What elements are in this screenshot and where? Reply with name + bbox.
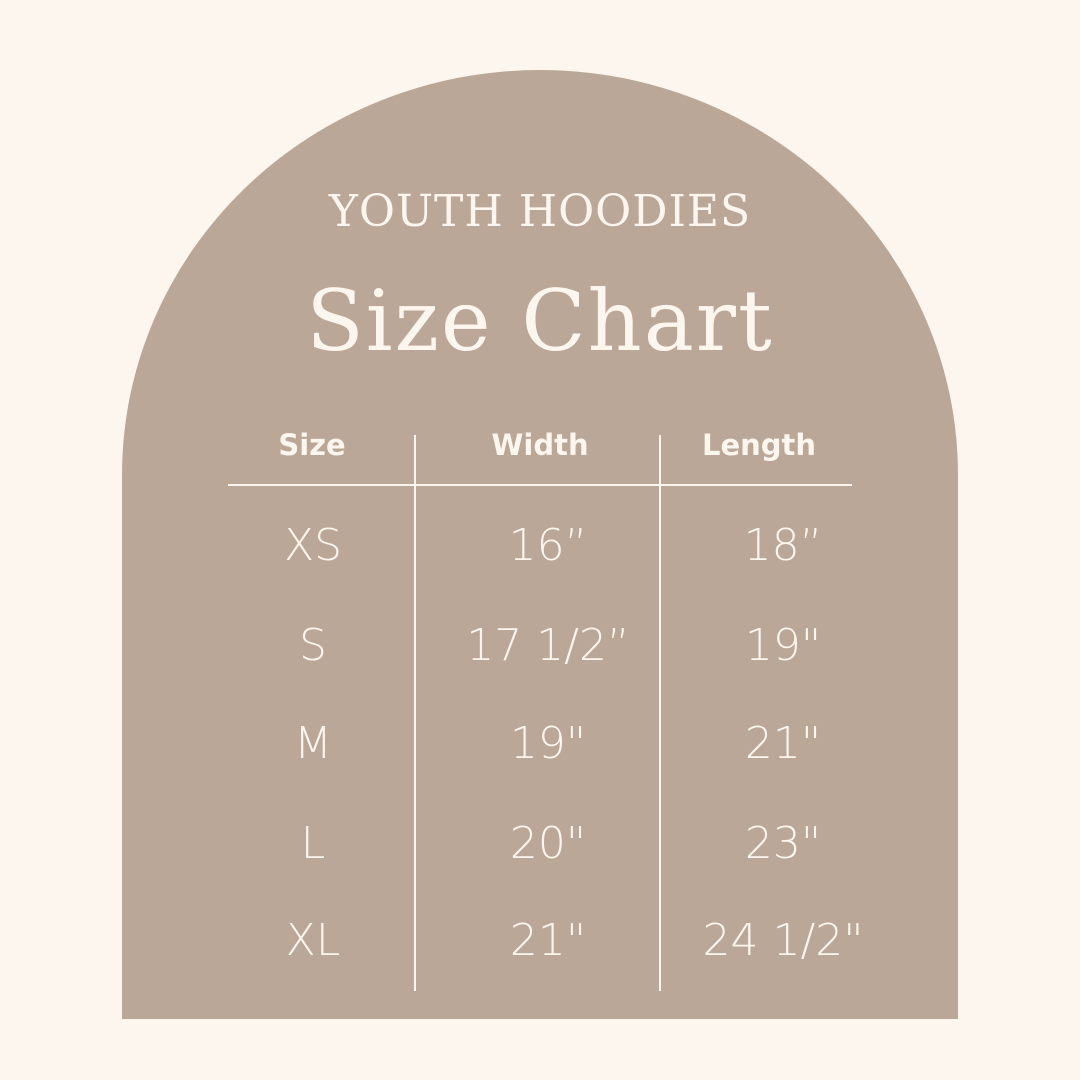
size-cell: S	[299, 620, 327, 671]
page-title: Size Chart	[306, 272, 774, 370]
size-cell: L	[300, 818, 326, 869]
width-cell: 19"	[509, 718, 587, 769]
length-cell: 18”	[743, 520, 823, 571]
width-cell: 21"	[509, 915, 587, 966]
column-divider	[414, 435, 416, 991]
length-cell: 19"	[744, 620, 822, 671]
subtitle: YOUTH HOODIES	[328, 186, 752, 237]
header-divider	[228, 484, 852, 486]
size-cell: XL	[285, 915, 341, 966]
size-cell: XS	[283, 520, 343, 571]
header-size: Size	[278, 428, 346, 462]
header-width: Width	[491, 428, 589, 462]
column-divider	[659, 435, 661, 991]
length-cell: 23"	[744, 818, 822, 869]
arch-background	[122, 70, 958, 1019]
width-cell: 20"	[509, 818, 587, 869]
header-length: Length	[701, 428, 817, 462]
length-cell: 21"	[744, 718, 822, 769]
width-cell: 16”	[508, 520, 588, 571]
length-cell: 24 1/2"	[702, 915, 864, 966]
size-cell: M	[294, 718, 332, 769]
width-cell: 17 1/2”	[466, 620, 630, 671]
